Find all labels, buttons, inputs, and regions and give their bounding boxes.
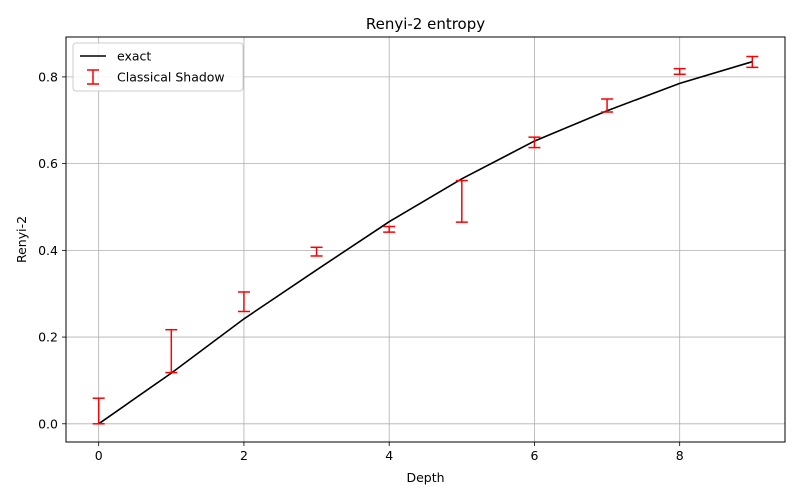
series-line-exact [98, 60, 753, 425]
errorbar-classical-shadow [455, 179, 468, 223]
legend-label-classical-shadow: Classical Shadow [117, 70, 225, 85]
y-axis-label: Renyi-2 [14, 216, 29, 263]
grid [66, 37, 785, 442]
x-tick-label: 0 [95, 448, 103, 463]
chart-title: Renyi-2 entropy [366, 15, 485, 33]
errorbar-classical-shadow [92, 397, 105, 425]
x-axis-label: Depth [406, 470, 444, 485]
x-tick-label: 6 [530, 448, 538, 463]
legend-label-exact: exact [117, 49, 151, 64]
y-tick-label: 0.6 [38, 156, 58, 171]
legend-box [72, 42, 244, 92]
x-tick-label: 2 [240, 448, 248, 463]
ticks: 0 2 4 6 8 0.0 0.2 0.4 0.6 0.8 [38, 69, 684, 463]
x-tick-label: 4 [385, 448, 393, 463]
errorbar-classical-shadow [601, 98, 614, 113]
axes-frame [65, 36, 786, 443]
errorbar-classical-shadow [528, 136, 541, 149]
y-tick-label: 0.2 [38, 330, 58, 345]
x-tick-label: 8 [676, 448, 684, 463]
errorbar-classical-shadow [237, 291, 250, 313]
errorbar-classical-shadow [165, 328, 178, 374]
errorbar-classical-shadow [746, 55, 759, 69]
y-tick-label: 0.0 [38, 416, 58, 431]
legend: exact Classical Shadow [72, 42, 244, 92]
legend-marker-classical-shadow [87, 69, 99, 85]
plot-area [92, 55, 759, 425]
y-tick-label: 0.4 [38, 243, 58, 258]
y-tick-label: 0.8 [38, 69, 58, 84]
errorbar-classical-shadow [673, 67, 686, 76]
errorbar-classical-shadow [310, 246, 323, 257]
errorbar-classical-shadow [383, 225, 396, 233]
